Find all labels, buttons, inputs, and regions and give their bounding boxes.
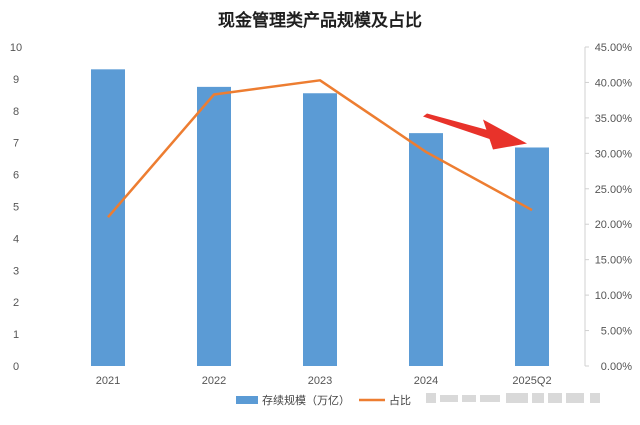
- bar: [91, 69, 125, 366]
- right-axis-tick-label: 25.00%: [595, 184, 633, 196]
- right-axis-tick-label: 10.00%: [595, 290, 633, 302]
- left-axis-tick-label: 6: [13, 170, 19, 182]
- legend-swatch-bar: [236, 396, 258, 404]
- right-axis-tick-label: 20.00%: [595, 219, 633, 231]
- watermark: [426, 393, 600, 403]
- x-axis-ticks: 2021 2022 2023 2024 2025Q2: [96, 375, 552, 387]
- left-axis-ticks: 0 1 2 3 4 5 6 7 8 9 10: [10, 42, 22, 373]
- right-axis-tick-label: 30.00%: [595, 148, 633, 160]
- arrow-shaft: [423, 113, 493, 140]
- x-axis-tick-label: 2022: [202, 375, 226, 387]
- right-axis-tick-label: 45.00%: [595, 42, 633, 54]
- x-axis-tick-label: 2023: [308, 375, 332, 387]
- left-axis-tick-label: 5: [13, 202, 19, 214]
- left-axis-tick-label: 9: [13, 74, 19, 86]
- bar: [303, 93, 337, 366]
- legend-label-line: 占比: [389, 393, 411, 407]
- line-path: [107, 79, 533, 218]
- right-axis-tick-label: 35.00%: [595, 113, 633, 125]
- right-axis-tick-label: 15.00%: [595, 255, 633, 267]
- bar: [409, 133, 443, 366]
- arrow-annotation: [423, 113, 527, 150]
- legend: 存续规模（万亿） 占比: [236, 393, 411, 407]
- arrow-head: [483, 119, 527, 150]
- left-axis-tick-label: 8: [13, 106, 19, 118]
- left-axis-tick-label: 10: [10, 42, 22, 54]
- left-axis-tick-label: 1: [13, 329, 19, 341]
- chart-title: 现金管理类产品规模及占比: [218, 10, 422, 31]
- x-axis-tick-label: 2025Q2: [512, 375, 551, 387]
- left-axis-tick-label: 2: [13, 297, 19, 309]
- left-axis-tick-label: 7: [13, 138, 19, 150]
- legend-label-bar: 存续规模（万亿）: [262, 393, 350, 407]
- bar: [197, 86, 231, 366]
- left-axis-tick-label: 0: [13, 361, 19, 373]
- right-axis-ticks: 0.00% 5.00% 10.00% 15.00% 20.00% 25.00% 30.00%…: [585, 42, 632, 373]
- x-axis-tick-label: 2024: [414, 375, 438, 387]
- left-axis-tick-label: 3: [13, 265, 19, 277]
- x-axis-tick-label: 2021: [96, 375, 120, 387]
- right-axis-tick-label: 5.00%: [601, 326, 632, 338]
- right-axis-tick-label: 0.00%: [601, 361, 632, 373]
- bar-series: [91, 69, 549, 366]
- bar: [515, 147, 549, 366]
- right-axis-tick-label: 40.00%: [595, 77, 633, 89]
- line-series: [107, 79, 533, 218]
- left-axis-tick-label: 4: [13, 233, 19, 245]
